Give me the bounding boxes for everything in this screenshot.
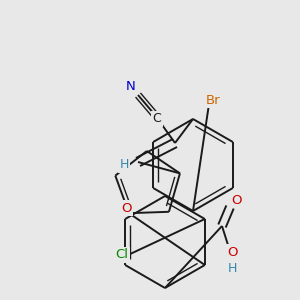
Text: Br: Br: [206, 94, 220, 106]
Text: H: H: [119, 158, 129, 172]
Text: Cl: Cl: [116, 248, 128, 262]
Text: N: N: [126, 80, 136, 94]
Text: O: O: [121, 202, 131, 214]
Text: O: O: [232, 194, 242, 206]
Text: O: O: [227, 245, 237, 259]
Text: C: C: [153, 112, 161, 125]
Text: H: H: [227, 262, 237, 275]
